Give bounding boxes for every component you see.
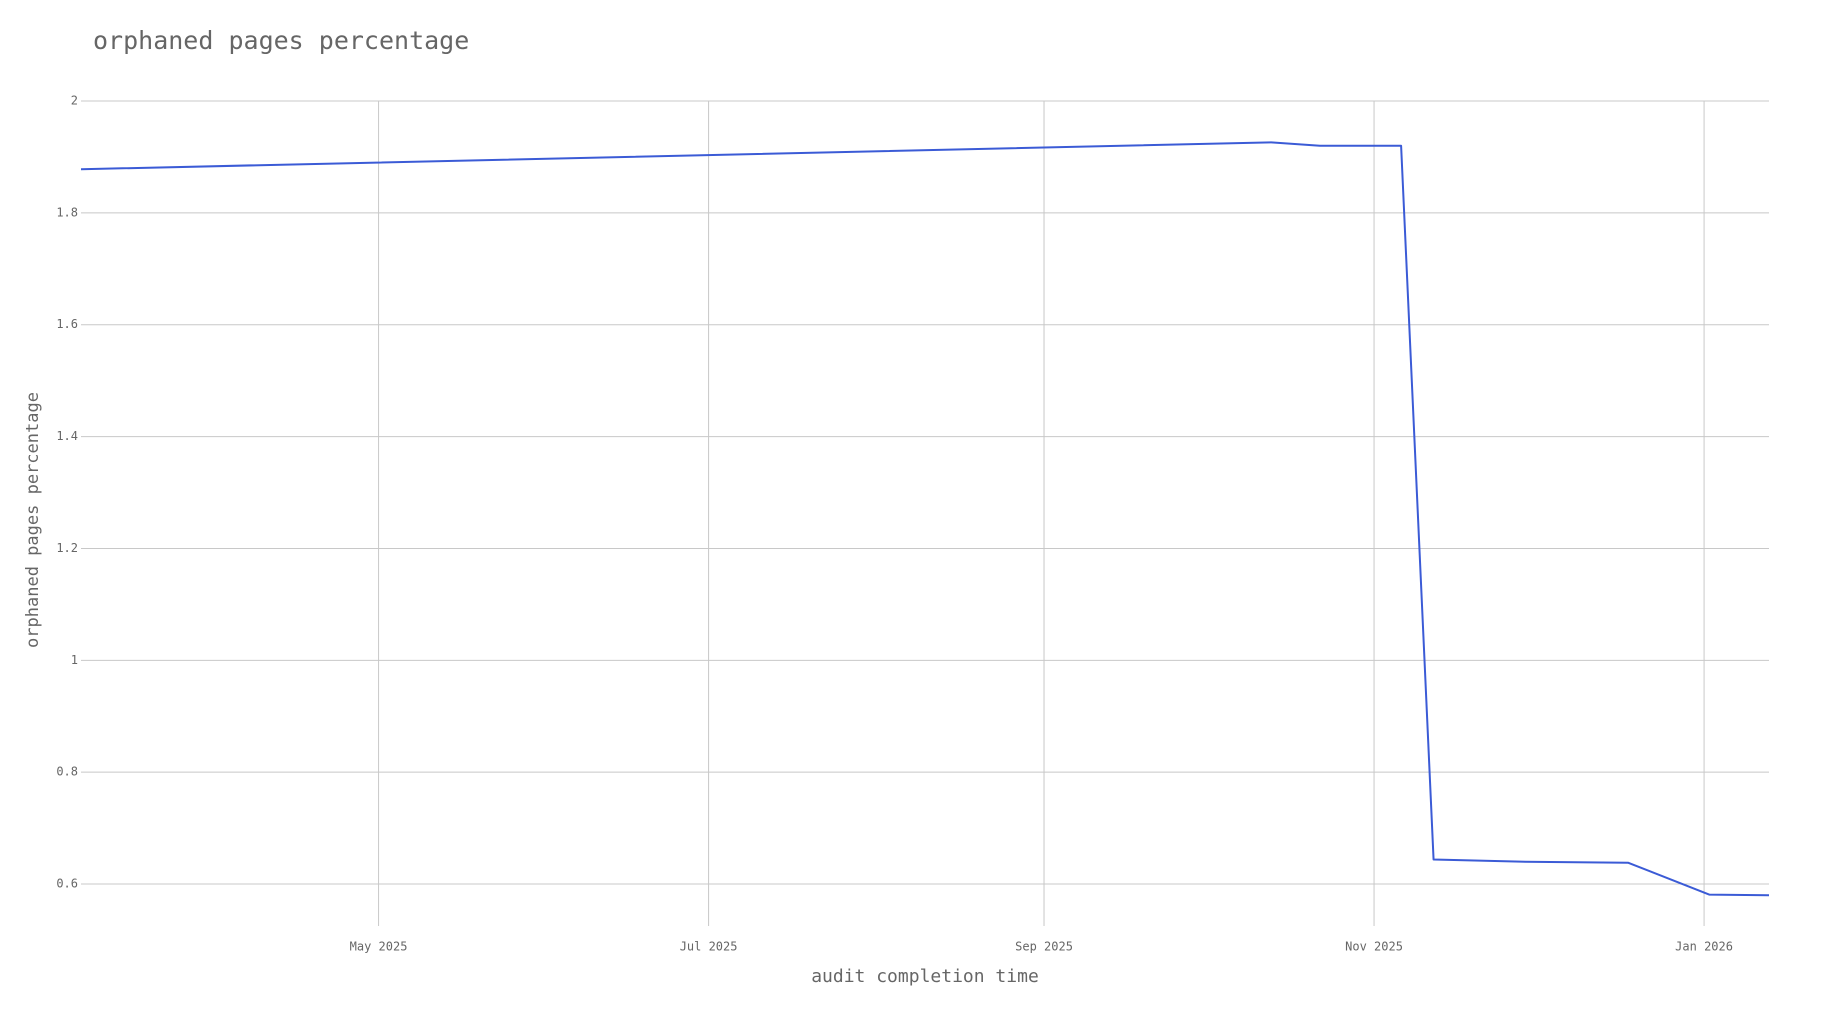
data-line xyxy=(80,141,1770,897)
x-tick-label: Sep 2025 xyxy=(1015,940,1073,954)
y-tick-label: 1.8 xyxy=(56,205,78,219)
x-tick-label: May 2025 xyxy=(350,940,408,954)
y-tick-label: 1.2 xyxy=(56,541,78,555)
y-tick-label: 1.4 xyxy=(56,429,78,443)
chart-title: orphaned pages percentage xyxy=(93,26,469,55)
y-tick-label: 0.6 xyxy=(56,877,78,891)
x-axis-title: audit completion time xyxy=(811,966,1039,987)
y-tick-label: 1 xyxy=(71,653,78,667)
x-tick-label: Nov 2025 xyxy=(1345,940,1403,954)
x-tick-label: Jul 2025 xyxy=(680,940,738,954)
x-tick-label: Jan 2026 xyxy=(1675,940,1733,954)
y-tick-label: 2 xyxy=(71,94,78,108)
y-tick-label: 1.6 xyxy=(56,317,78,331)
y-tick-label: 0.8 xyxy=(56,765,78,779)
y-axis-title: orphaned pages percentage xyxy=(23,392,43,648)
